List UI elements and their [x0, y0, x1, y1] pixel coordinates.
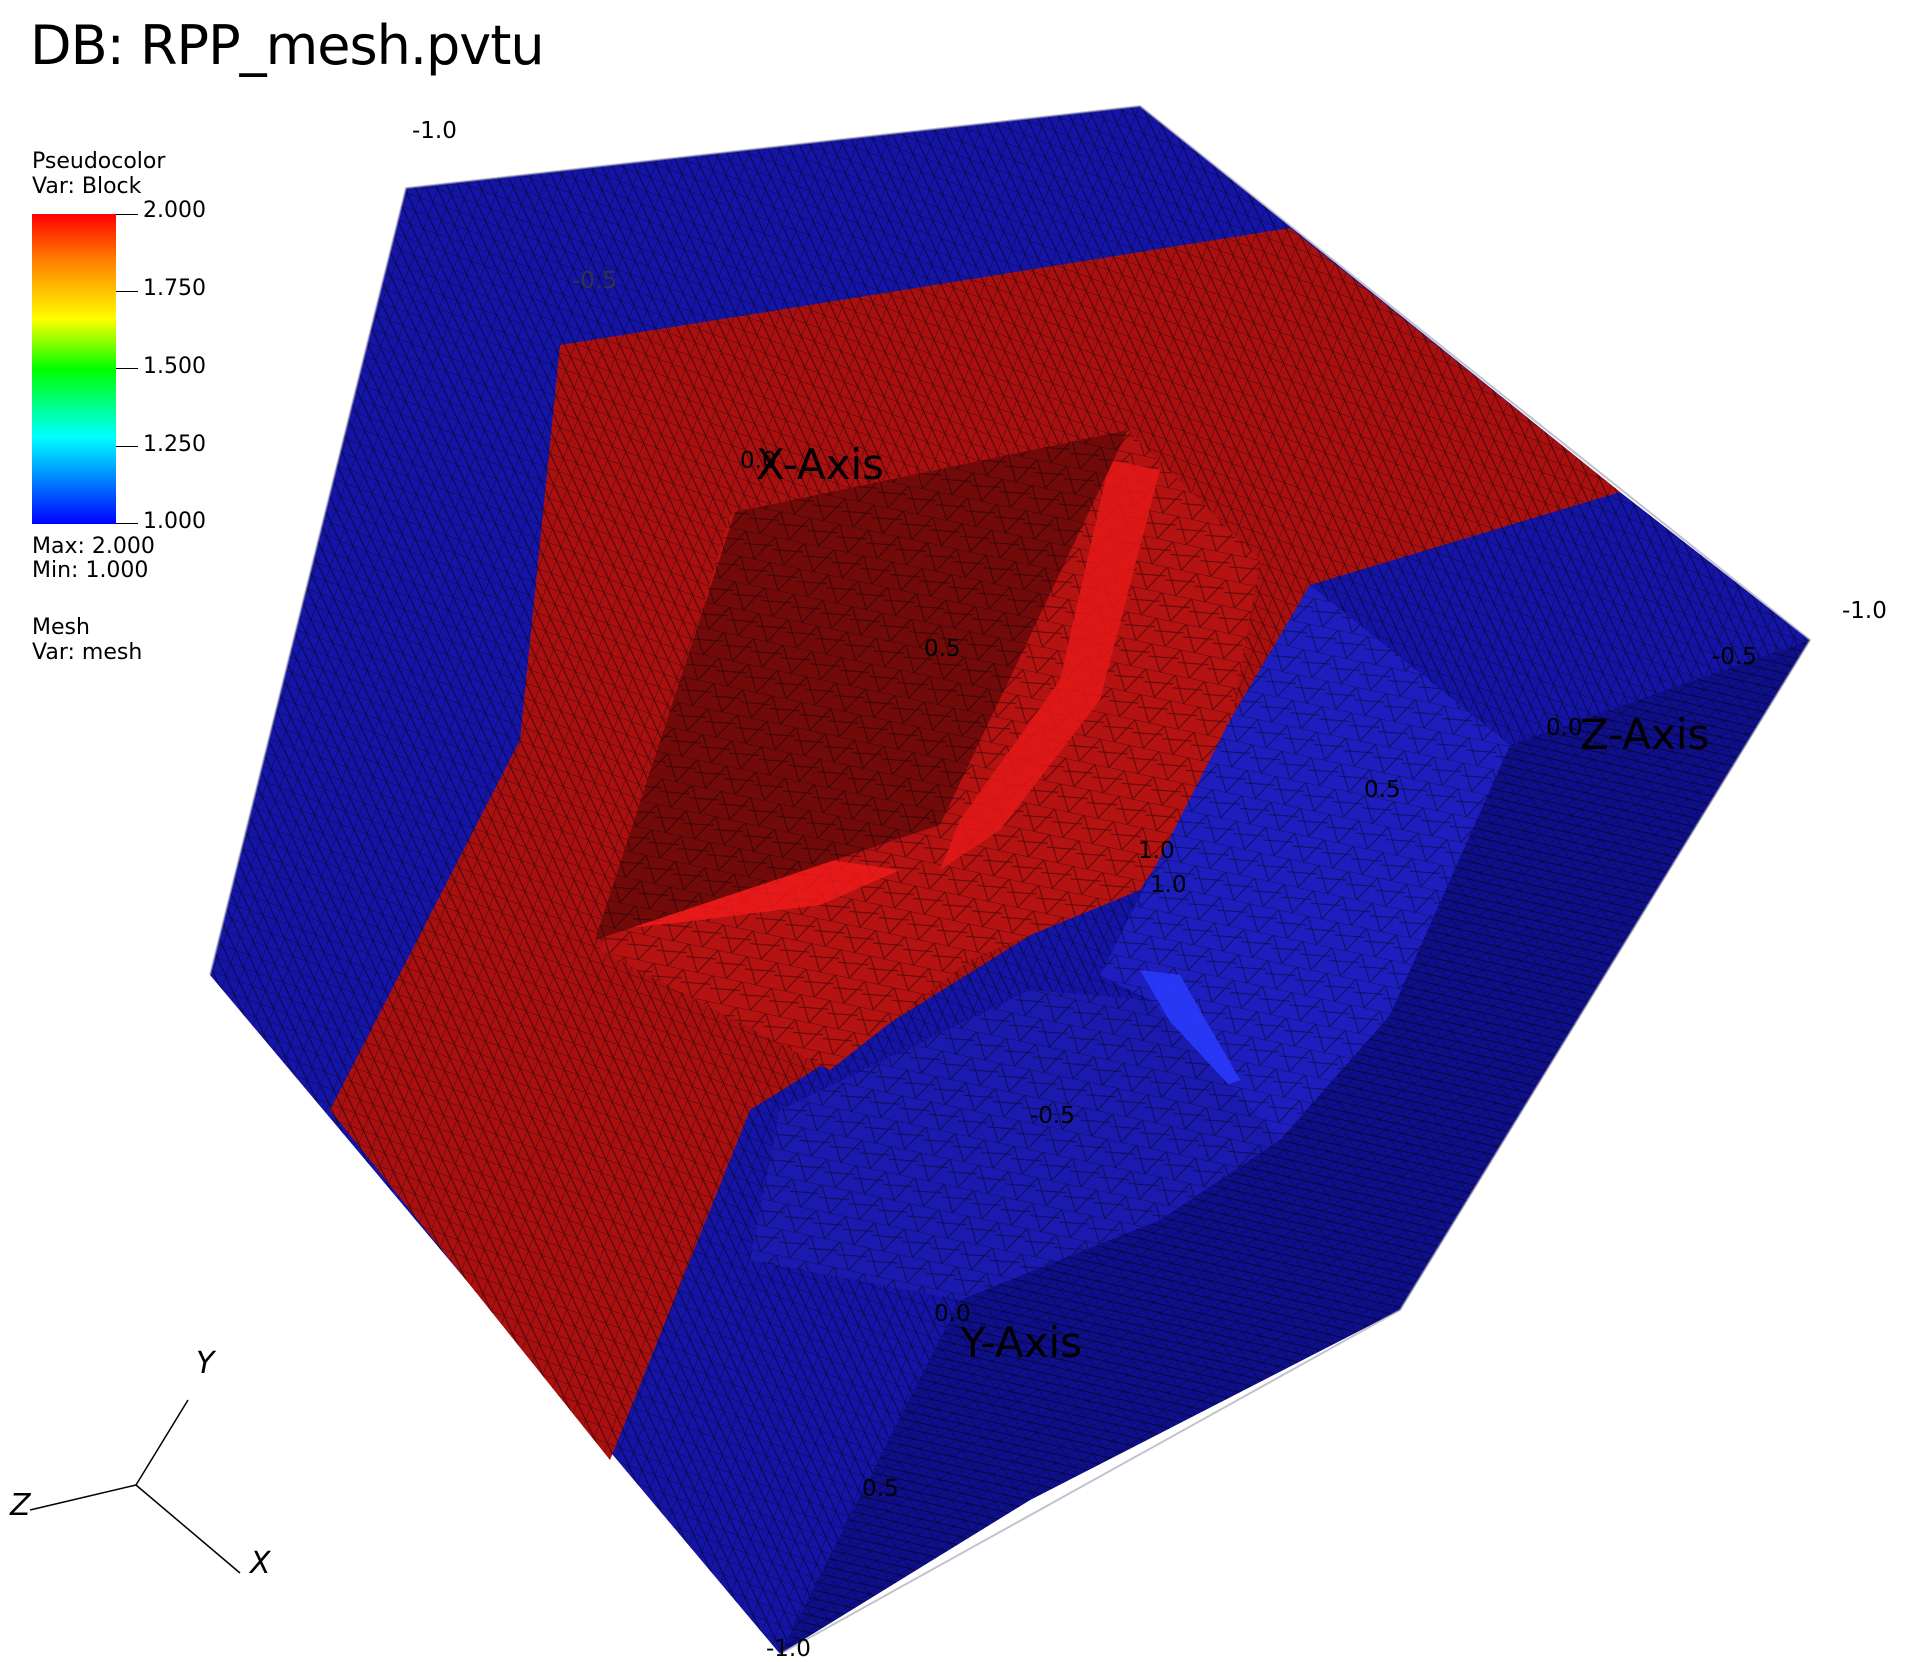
axis-tick-label: -1.0: [412, 118, 457, 144]
colorbar-tick-mark: [116, 291, 138, 292]
axis-tick-label: -1.0: [766, 1636, 811, 1662]
axis-tick-label: 0.0: [934, 1301, 971, 1327]
colorbar-tick-label: 1.000: [143, 509, 206, 534]
colorbar-tick-mark: [116, 446, 138, 447]
colorbar-tick-mark: [116, 523, 138, 524]
outer-edge-outline: [209, 104, 1812, 1654]
color-bar: [32, 214, 116, 524]
axis-tick-label: 0.0: [1546, 715, 1583, 741]
inner-blue-floor-mesh: [750, 990, 1280, 1300]
axis-tick-label: -0.5: [1712, 644, 1757, 670]
triad-x-label: X: [250, 1546, 271, 1581]
axis-tick-label: 1.0: [1138, 838, 1175, 864]
triad-x-line: [135, 1484, 241, 1574]
outer-blue-face-right-mesh: [780, 640, 1810, 1654]
colorbar-tick-label: 2.000: [143, 198, 206, 223]
axis-tick-label: 0.5: [862, 1476, 899, 1502]
axis-triad: [29, 1399, 241, 1574]
colorbar-tick-mark: [116, 214, 138, 215]
axis-tick-label: 0.0: [740, 448, 777, 474]
colorbar-tick-mark: [116, 368, 138, 369]
x-axis-label: X-Axis: [756, 440, 885, 489]
legend-max: Max: 2.000: [32, 534, 155, 559]
triad-z-line: [29, 1484, 137, 1511]
axis-tick-label: 1.0: [1150, 872, 1187, 898]
axis-tick-label: 0.5: [924, 636, 961, 662]
axis-tick-label: -0.5: [1030, 1103, 1075, 1129]
axis-tick-label: -1.0: [1842, 598, 1887, 624]
legend-min: Min: 1.000: [32, 558, 149, 583]
bright-red-highlight: [940, 460, 1160, 870]
legend-mesh-variable: Var: mesh: [32, 640, 143, 665]
colorbar-tick-label: 1.750: [143, 276, 206, 301]
bright-blue-highlight: [1140, 970, 1240, 1090]
legend-variable: Var: Block: [32, 174, 142, 199]
bright-red-highlight-2: [610, 860, 900, 930]
legend-mesh-type: Mesh: [32, 615, 90, 640]
legend-plot-type: Pseudocolor: [32, 149, 166, 174]
colorbar-tick-label: 1.250: [143, 432, 206, 457]
inner-blue-cavity-mesh: [1100, 585, 1510, 1140]
z-axis-label: Z-Axis: [1580, 710, 1710, 759]
triad-y-label: Y: [196, 1346, 215, 1381]
axis-tick-label: -0.5: [572, 268, 617, 294]
database-title: DB: RPP_mesh.pvtu: [30, 14, 545, 77]
dark-red-slice-plane-mesh: [595, 430, 1128, 940]
colorbar-tick-label: 1.500: [143, 354, 206, 379]
triad-z-label: Z: [10, 1488, 31, 1523]
triad-y-line: [135, 1399, 189, 1486]
y-axis-label: Y-Axis: [960, 1318, 1083, 1367]
axis-tick-label: 0.5: [1364, 777, 1401, 803]
